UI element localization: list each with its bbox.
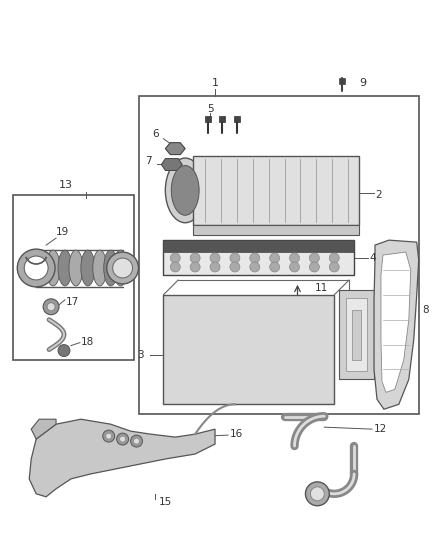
- Text: 16: 16: [230, 429, 243, 439]
- Circle shape: [210, 262, 220, 272]
- Circle shape: [103, 430, 115, 442]
- Text: 9: 9: [359, 78, 366, 88]
- Circle shape: [290, 253, 300, 263]
- Circle shape: [17, 249, 55, 287]
- Circle shape: [250, 262, 260, 272]
- Ellipse shape: [93, 250, 107, 286]
- Polygon shape: [165, 143, 185, 155]
- Circle shape: [58, 345, 70, 357]
- Circle shape: [117, 433, 129, 445]
- Text: 18: 18: [81, 337, 94, 346]
- Text: 4: 4: [369, 253, 376, 263]
- Circle shape: [106, 433, 112, 439]
- Bar: [234, 116, 240, 122]
- Circle shape: [113, 258, 133, 278]
- Ellipse shape: [69, 250, 83, 286]
- Text: 8: 8: [423, 305, 429, 315]
- Circle shape: [131, 435, 142, 447]
- Circle shape: [190, 253, 200, 263]
- Circle shape: [270, 253, 279, 263]
- Text: 5: 5: [207, 104, 213, 114]
- Text: 13: 13: [59, 181, 73, 190]
- Circle shape: [134, 438, 140, 444]
- Bar: [163, 240, 354, 252]
- Circle shape: [24, 256, 48, 280]
- Circle shape: [309, 262, 319, 272]
- Bar: [193, 156, 359, 225]
- Text: 6: 6: [152, 128, 159, 139]
- Polygon shape: [374, 240, 419, 409]
- Circle shape: [270, 262, 279, 272]
- Circle shape: [309, 253, 319, 263]
- Circle shape: [170, 253, 180, 263]
- Bar: [346, 298, 367, 372]
- Circle shape: [329, 253, 339, 263]
- Bar: [163, 295, 334, 404]
- Ellipse shape: [165, 158, 205, 223]
- Polygon shape: [193, 225, 359, 235]
- Circle shape: [250, 253, 260, 263]
- Ellipse shape: [114, 250, 127, 286]
- Text: 7: 7: [145, 156, 152, 166]
- Bar: [138, 96, 419, 414]
- Polygon shape: [29, 419, 215, 497]
- Text: 1: 1: [212, 78, 219, 88]
- Polygon shape: [31, 419, 56, 439]
- Circle shape: [210, 253, 220, 263]
- Circle shape: [120, 436, 126, 442]
- Text: 3: 3: [137, 350, 144, 360]
- Circle shape: [230, 253, 240, 263]
- Circle shape: [290, 262, 300, 272]
- Bar: [205, 116, 211, 122]
- Ellipse shape: [58, 250, 72, 286]
- Polygon shape: [161, 158, 182, 171]
- Text: 15: 15: [159, 497, 172, 507]
- Text: 12: 12: [374, 424, 387, 434]
- Circle shape: [311, 487, 324, 501]
- Text: 2: 2: [375, 190, 381, 200]
- Ellipse shape: [104, 250, 118, 286]
- Circle shape: [107, 252, 138, 284]
- Circle shape: [170, 262, 180, 272]
- Bar: [219, 116, 225, 122]
- Text: 17: 17: [66, 297, 79, 307]
- Bar: [163, 240, 354, 275]
- Circle shape: [230, 262, 240, 272]
- Circle shape: [329, 262, 339, 272]
- Circle shape: [190, 262, 200, 272]
- Bar: [339, 290, 374, 379]
- Circle shape: [47, 303, 55, 311]
- Circle shape: [43, 299, 59, 315]
- Bar: [352, 310, 361, 360]
- Bar: [13, 196, 134, 360]
- Text: 11: 11: [314, 283, 328, 293]
- Text: 19: 19: [56, 227, 69, 237]
- Ellipse shape: [34, 250, 48, 286]
- Bar: [339, 78, 345, 84]
- Polygon shape: [381, 252, 411, 392]
- Ellipse shape: [81, 250, 95, 286]
- Ellipse shape: [171, 166, 199, 215]
- Circle shape: [305, 482, 329, 506]
- Ellipse shape: [46, 250, 60, 286]
